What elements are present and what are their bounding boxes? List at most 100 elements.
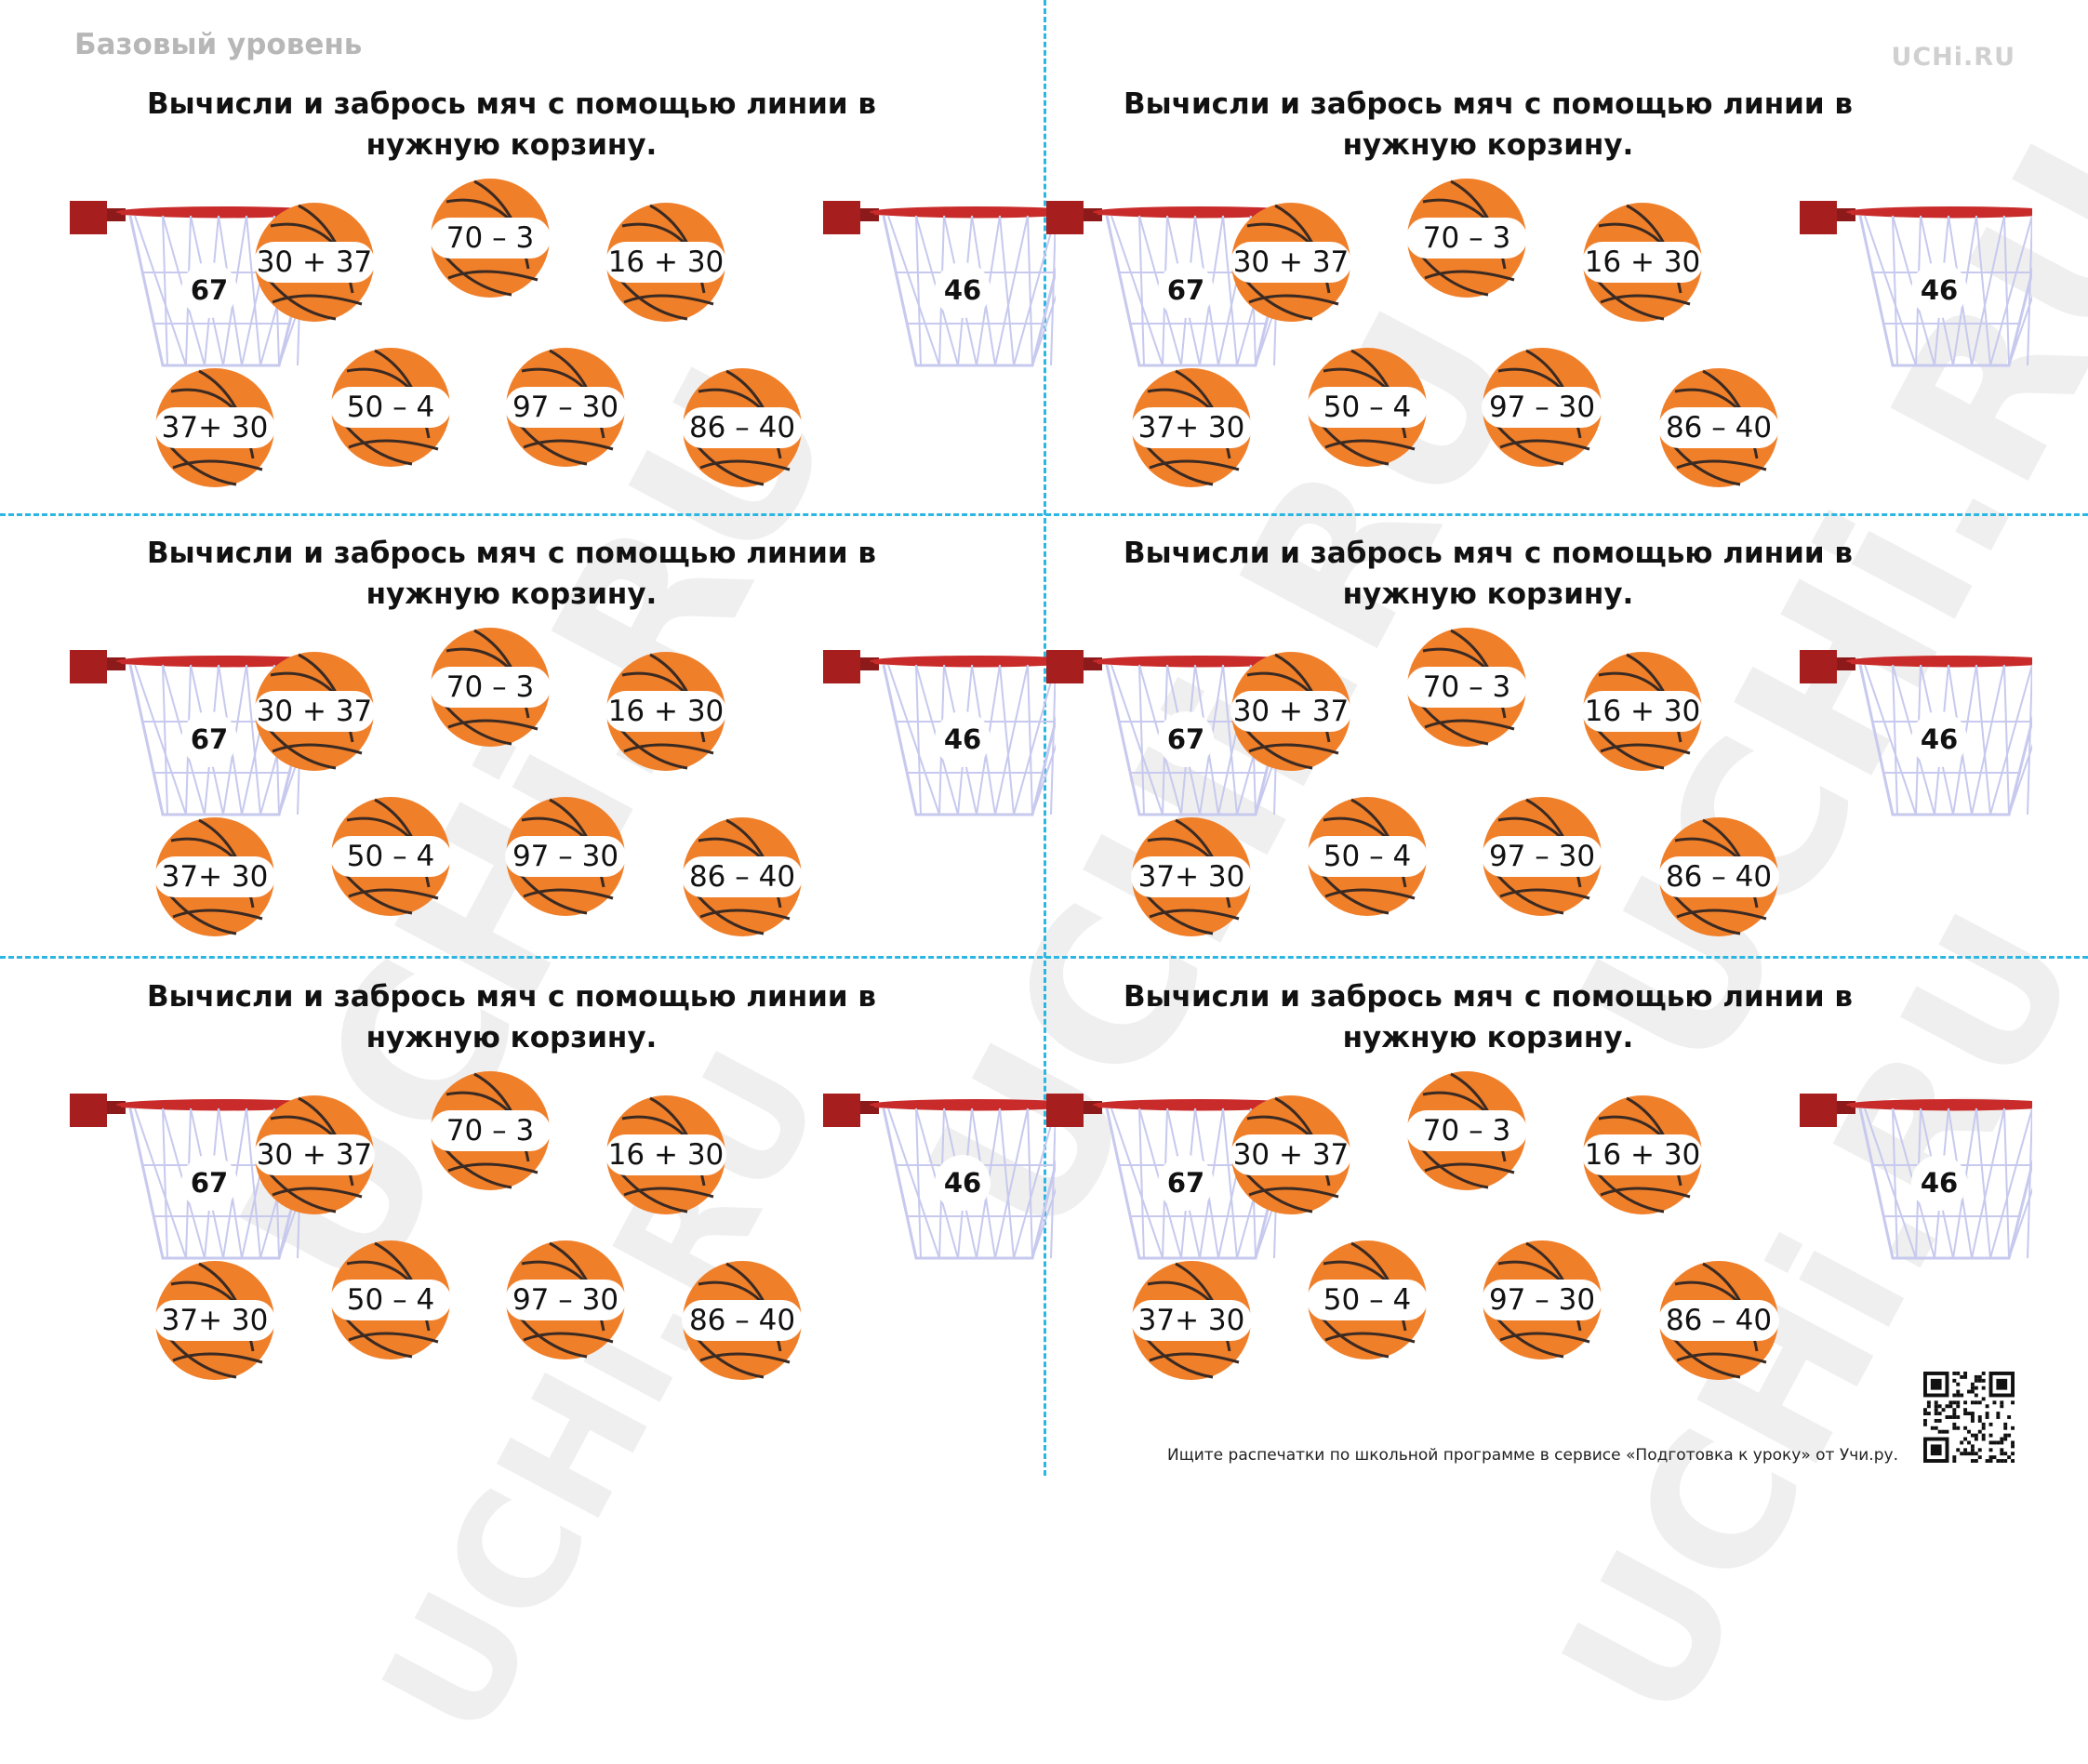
basketball-expression[interactable]: 97 – 30 bbox=[503, 1238, 628, 1362]
brand-logo: UCHi.RU bbox=[1891, 43, 2015, 72]
basketball-expression[interactable]: 97 – 30 bbox=[1480, 345, 1604, 470]
basketball-expression[interactable]: 30 + 37 bbox=[1229, 200, 1353, 325]
level-label: Базовый уровень bbox=[74, 28, 363, 61]
ball-expression-label: 86 – 40 bbox=[682, 407, 803, 448]
basketball-expression[interactable]: 97 – 30 bbox=[1480, 794, 1604, 919]
basketball-expression[interactable]: 37+ 30 bbox=[153, 815, 277, 939]
basketball-expression[interactable]: 70 – 3 bbox=[428, 625, 552, 749]
basketball-expression[interactable]: 70 – 3 bbox=[1404, 176, 1529, 300]
task-title: Вычисли и забрось мяч с помощью линии в … bbox=[147, 980, 876, 1054]
ball-expression-label: 30 + 37 bbox=[254, 1134, 375, 1175]
horizontal-cut-line bbox=[0, 513, 2088, 516]
basketball-expression[interactable]: 50 – 4 bbox=[1305, 1238, 1430, 1362]
basketball-expression[interactable]: 86 – 40 bbox=[1656, 1258, 1781, 1383]
basketball-expression[interactable]: 30 + 37 bbox=[1229, 1093, 1353, 1217]
task-card: Вычисли и забрось мяч с помощью линии в … bbox=[977, 976, 2032, 1380]
task-card: Вычисли и забрось мяч с помощью линии в … bbox=[0, 976, 1056, 1380]
ball-expression-label: 37+ 30 bbox=[154, 407, 275, 448]
ball-expression-label: 16 + 30 bbox=[1582, 242, 1703, 283]
ball-expression-label: 30 + 37 bbox=[254, 691, 375, 732]
ball-expression-label: 16 + 30 bbox=[605, 1134, 726, 1175]
task-card: Вычисли и забрось мяч с помощью линии в … bbox=[0, 84, 1056, 487]
ball-expression-label: 37+ 30 bbox=[1131, 856, 1252, 897]
ball-expression-label: 86 – 40 bbox=[1658, 1300, 1779, 1341]
ball-expression-label: 50 – 4 bbox=[330, 1280, 451, 1320]
ball-expression-label: 16 + 30 bbox=[605, 242, 726, 283]
basketball-hoop-icon[interactable]: 46 bbox=[823, 1086, 1056, 1263]
basketball-expression[interactable]: 86 – 40 bbox=[680, 815, 805, 939]
basketball-expression[interactable]: 37+ 30 bbox=[1129, 365, 1254, 490]
basketball-expression[interactable]: 16 + 30 bbox=[604, 649, 728, 774]
ball-expression-label: 97 – 30 bbox=[1482, 387, 1603, 428]
basketball-expression[interactable]: 86 – 40 bbox=[1656, 815, 1781, 939]
footer-text: Ищите распечатки по школьной программе в… bbox=[1167, 1446, 1898, 1465]
basket-number: 67 bbox=[181, 711, 237, 767]
basketball-hoop-icon[interactable]: 46 bbox=[823, 643, 1056, 819]
ball-expression-label: 37+ 30 bbox=[154, 1300, 275, 1341]
basketball-hoop-icon[interactable]: 46 bbox=[823, 193, 1056, 370]
ball-expression-label: 37+ 30 bbox=[1131, 1300, 1252, 1341]
ball-expression-label: 50 – 4 bbox=[330, 836, 451, 877]
ball-expression-label: 16 + 30 bbox=[605, 691, 726, 732]
ball-expression-label: 70 – 3 bbox=[1406, 1110, 1527, 1151]
basketball-expression[interactable]: 86 – 40 bbox=[680, 365, 805, 490]
ball-expression-label: 50 – 4 bbox=[1307, 836, 1428, 877]
basketball-expression[interactable]: 16 + 30 bbox=[1580, 200, 1705, 325]
basketball-hoop-icon[interactable]: 46 bbox=[1800, 1086, 2032, 1263]
basketball-expression[interactable]: 70 – 3 bbox=[1404, 1068, 1529, 1193]
basketball-expression[interactable]: 37+ 30 bbox=[153, 365, 277, 490]
basketball-expression[interactable]: 70 – 3 bbox=[1404, 625, 1529, 749]
ball-expression-label: 16 + 30 bbox=[1582, 1134, 1703, 1175]
basketball-expression[interactable]: 37+ 30 bbox=[1129, 1258, 1254, 1383]
task-card: Вычисли и забрось мяч с помощью линии в … bbox=[977, 84, 2032, 487]
ball-expression-label: 97 – 30 bbox=[505, 1280, 626, 1320]
basketball-expression[interactable]: 37+ 30 bbox=[153, 1258, 277, 1383]
basketball-expression[interactable]: 30 + 37 bbox=[1229, 649, 1353, 774]
task-title: Вычисли и забрось мяч с помощью линии в … bbox=[147, 87, 876, 162]
basketball-expression[interactable]: 16 + 30 bbox=[604, 200, 728, 325]
basketball-expression[interactable]: 86 – 40 bbox=[680, 1258, 805, 1383]
ball-expression-label: 86 – 40 bbox=[682, 856, 803, 897]
ball-expression-label: 37+ 30 bbox=[1131, 407, 1252, 448]
ball-expression-label: 86 – 40 bbox=[1658, 407, 1779, 448]
basket-number: 46 bbox=[935, 1155, 991, 1211]
task-title: Вычисли и забрось мяч с помощью линии в … bbox=[1124, 87, 1853, 162]
basketball-expression[interactable]: 30 + 37 bbox=[252, 1093, 377, 1217]
task-title: Вычисли и забрось мяч с помощью линии в … bbox=[1124, 537, 1853, 611]
basketball-expression[interactable]: 50 – 4 bbox=[328, 794, 453, 919]
basket-number: 46 bbox=[1911, 262, 1967, 318]
basketball-expression[interactable]: 97 – 30 bbox=[1480, 1238, 1604, 1362]
ball-expression-label: 37+ 30 bbox=[154, 856, 275, 897]
qr-code-icon bbox=[1923, 1372, 2015, 1463]
basketball-expression[interactable]: 30 + 37 bbox=[252, 649, 377, 774]
ball-expression-label: 16 + 30 bbox=[1582, 691, 1703, 732]
basketball-expression[interactable]: 50 – 4 bbox=[1305, 794, 1430, 919]
basket-number: 46 bbox=[1911, 1155, 1967, 1211]
basketball-expression[interactable]: 70 – 3 bbox=[428, 1068, 552, 1193]
basketball-expression[interactable]: 97 – 30 bbox=[503, 794, 628, 919]
basketball-hoop-icon[interactable]: 46 bbox=[1800, 643, 2032, 819]
task-card: Вычисли и забрось мяч с помощью линии в … bbox=[0, 533, 1056, 936]
ball-expression-label: 50 – 4 bbox=[1307, 387, 1428, 428]
basketball-hoop-icon[interactable]: 46 bbox=[1800, 193, 2032, 370]
basket-number: 67 bbox=[1158, 711, 1214, 767]
ball-expression-label: 30 + 37 bbox=[1230, 242, 1351, 283]
ball-expression-label: 97 – 30 bbox=[1482, 836, 1603, 877]
basketball-expression[interactable]: 50 – 4 bbox=[328, 1238, 453, 1362]
ball-expression-label: 97 – 30 bbox=[1482, 1280, 1603, 1320]
basketball-expression[interactable]: 16 + 30 bbox=[1580, 649, 1705, 774]
basketball-expression[interactable]: 16 + 30 bbox=[604, 1093, 728, 1217]
basketball-expression[interactable]: 86 – 40 bbox=[1656, 365, 1781, 490]
basketball-expression[interactable]: 37+ 30 bbox=[1129, 815, 1254, 939]
ball-expression-label: 30 + 37 bbox=[1230, 1134, 1351, 1175]
ball-expression-label: 30 + 37 bbox=[1230, 691, 1351, 732]
basket-number: 67 bbox=[1158, 262, 1214, 318]
basketball-expression[interactable]: 30 + 37 bbox=[252, 200, 377, 325]
basketball-expression[interactable]: 16 + 30 bbox=[1580, 1093, 1705, 1217]
basketball-expression[interactable]: 70 – 3 bbox=[428, 176, 552, 300]
basketball-expression[interactable]: 50 – 4 bbox=[328, 345, 453, 470]
basketball-expression[interactable]: 97 – 30 bbox=[503, 345, 628, 470]
ball-expression-label: 70 – 3 bbox=[430, 667, 551, 708]
basketball-expression[interactable]: 50 – 4 bbox=[1305, 345, 1430, 470]
basketball-hoop-icon[interactable]: 67 bbox=[70, 193, 302, 370]
